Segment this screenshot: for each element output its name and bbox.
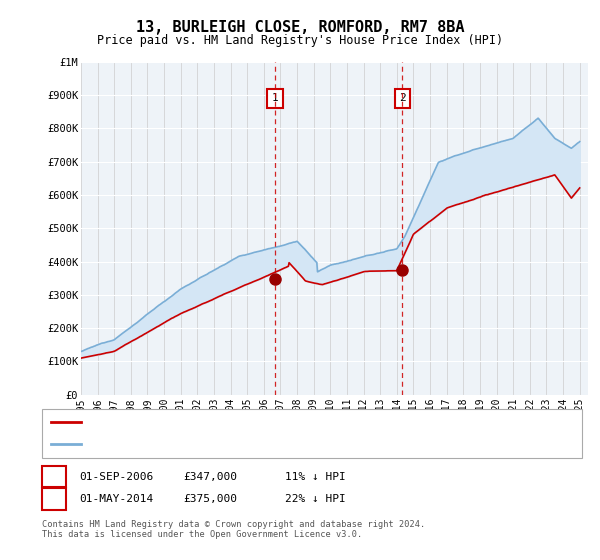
Text: 13, BURLEIGH CLOSE, ROMFORD, RM7 8BA: 13, BURLEIGH CLOSE, ROMFORD, RM7 8BA [136,20,464,35]
Text: Price paid vs. HM Land Registry's House Price Index (HPI): Price paid vs. HM Land Registry's House … [97,34,503,46]
Text: 1: 1 [272,94,278,103]
Text: £375,000: £375,000 [183,494,237,504]
Text: 13, BURLEIGH CLOSE, ROMFORD, RM7 8BA (detached house): 13, BURLEIGH CLOSE, ROMFORD, RM7 8BA (de… [87,417,418,427]
Text: 1: 1 [50,470,58,483]
Text: 22% ↓ HPI: 22% ↓ HPI [285,494,346,504]
Text: 01-SEP-2006: 01-SEP-2006 [79,472,154,482]
Text: 2: 2 [399,94,406,103]
Text: 11% ↓ HPI: 11% ↓ HPI [285,472,346,482]
Text: £347,000: £347,000 [183,472,237,482]
Text: Contains HM Land Registry data © Crown copyright and database right 2024.
This d: Contains HM Land Registry data © Crown c… [42,520,425,539]
Text: HPI: Average price, detached house, Havering: HPI: Average price, detached house, Have… [87,439,362,449]
Text: 2: 2 [50,492,58,506]
Text: 01-MAY-2014: 01-MAY-2014 [79,494,154,504]
